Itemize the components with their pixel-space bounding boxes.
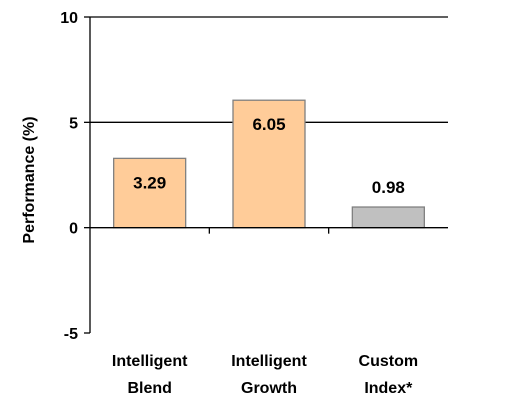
- y-tick-label: 10: [60, 10, 78, 27]
- data-label-2: 0.98: [372, 178, 405, 197]
- category-label-0: Intelligent: [112, 353, 188, 370]
- bar-2: [352, 207, 424, 228]
- data-label-1: 6.05: [252, 115, 285, 134]
- y-tick-label: 0: [69, 221, 78, 238]
- category-label-1: Growth: [241, 380, 297, 397]
- category-label-2: Custom: [359, 353, 419, 370]
- data-label-0: 3.29: [133, 173, 166, 192]
- bar-0: [114, 158, 186, 227]
- y-tick-label: -5: [64, 326, 78, 343]
- y-axis-title: Performance (%): [21, 116, 38, 243]
- category-label-0: Blend: [127, 380, 171, 397]
- y-tick-label: 5: [69, 115, 78, 132]
- category-label-2: Index*: [364, 380, 413, 397]
- category-label-1: Intelligent: [231, 353, 307, 370]
